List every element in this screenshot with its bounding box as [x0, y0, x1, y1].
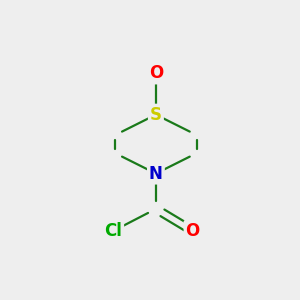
Text: Cl: Cl: [104, 222, 122, 240]
Text: N: N: [149, 165, 163, 183]
Text: O: O: [186, 222, 200, 240]
Text: S: S: [150, 106, 162, 124]
Text: O: O: [149, 64, 163, 82]
